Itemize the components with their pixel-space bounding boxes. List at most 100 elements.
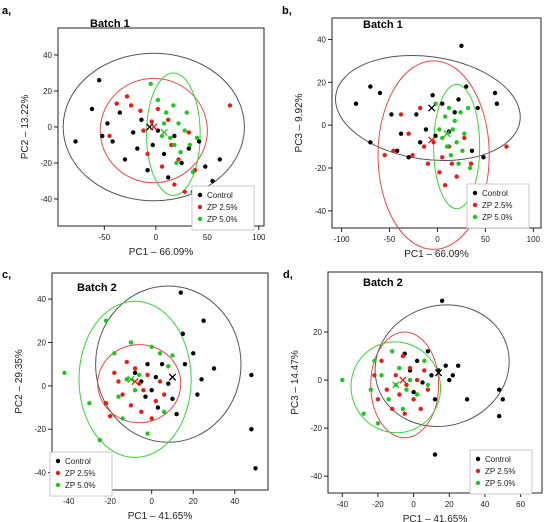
ellipse-zp25 — [370, 331, 440, 439]
point-zp25 — [372, 373, 377, 378]
panel-label: b, — [282, 5, 292, 17]
point-zp50 — [425, 382, 431, 388]
x-tick-label: -20 — [372, 500, 384, 509]
point-zp25 — [128, 403, 134, 408]
point-control — [443, 363, 448, 368]
point-zp25 — [124, 359, 129, 365]
centroid-zp25 — [428, 136, 436, 144]
point-control — [418, 140, 423, 145]
ellipse-control — [374, 304, 510, 428]
point-control — [456, 97, 461, 102]
point-zp50 — [422, 358, 427, 364]
x-tick-label: 60 — [516, 500, 525, 509]
centroid-zp25 — [131, 377, 139, 386]
point-zp25 — [449, 161, 455, 166]
plot-frame — [331, 17, 542, 229]
ellipse-zp25 — [99, 77, 208, 184]
point-zp50 — [368, 387, 373, 392]
point-zp25 — [442, 182, 448, 188]
point-control — [377, 90, 383, 96]
point-control — [155, 405, 161, 410]
legend-label-zp50: ZP 5.0% — [482, 213, 513, 222]
point-control — [414, 358, 420, 364]
point-zp25 — [406, 131, 411, 136]
point-zp25 — [103, 401, 109, 406]
panel-title: Batch 1 — [90, 18, 130, 30]
point-control — [89, 106, 95, 112]
point-control — [159, 361, 165, 367]
x-axis-label: PC1 – 41.65% — [128, 511, 193, 522]
point-control — [394, 148, 400, 154]
point-zp50 — [182, 128, 187, 133]
x-axis-label: PC1 – 41.65% — [403, 514, 468, 522]
y-tick-label: -40 — [314, 207, 326, 216]
legend-label-control: Control — [482, 189, 508, 198]
ellipse-zp25 — [377, 60, 490, 250]
point-control — [180, 331, 186, 336]
point-zp25 — [397, 392, 402, 397]
y-tick-label: 40 — [43, 51, 52, 60]
point-zp50 — [414, 392, 420, 397]
legend-box — [49, 451, 113, 497]
panel-4: d, Batch 2 -40 -20 0 20 40 60 -40 -20 0 20 PC1 – 41.… — [283, 269, 543, 522]
point-control — [122, 157, 128, 162]
panel-label: d, — [283, 269, 293, 281]
point-zp25 — [402, 411, 407, 416]
ellipse-zp50 — [78, 300, 192, 458]
point-zp25 — [124, 94, 130, 99]
point-zp50 — [174, 160, 179, 166]
legend-marker-zp50 — [197, 216, 203, 222]
point-zp50 — [155, 97, 161, 103]
point-zp50 — [187, 142, 193, 148]
y-tick-label: 20 — [37, 338, 46, 347]
point-zp25 — [410, 152, 415, 158]
point-zp50 — [176, 121, 181, 126]
point-control — [145, 361, 150, 367]
point-zp50 — [148, 81, 153, 87]
point-control — [432, 397, 438, 402]
plot-frame — [327, 271, 543, 494]
x-tick-label: 100 — [252, 233, 266, 242]
point-control — [135, 146, 140, 151]
legend-label-zp25: ZP 2.5% — [207, 203, 238, 212]
point-control — [217, 157, 222, 162]
point-zp50 — [400, 406, 406, 412]
point-control — [73, 139, 78, 144]
point-zp50 — [128, 340, 134, 345]
point-control — [166, 381, 171, 386]
point-control — [455, 363, 461, 368]
point-zp50 — [404, 387, 409, 392]
point-control — [406, 155, 411, 160]
point-zp25 — [172, 182, 177, 187]
point-zp50 — [437, 127, 442, 132]
x-axis-label: PC1 – 66.09% — [129, 247, 194, 258]
point-zp50 — [137, 372, 142, 378]
y-tick-label: 0 — [322, 121, 327, 130]
point-control — [203, 164, 208, 169]
legend-marker-zp50 — [475, 480, 481, 486]
legend-label-zp50: ZP 5.0% — [485, 479, 516, 488]
point-control — [368, 84, 373, 89]
y-tick-label: -40 — [40, 195, 52, 204]
x-tick-label: -40 — [336, 500, 348, 509]
point-zp50 — [448, 152, 454, 158]
y-tick-label: -20 — [40, 159, 52, 168]
point-zp50 — [465, 105, 471, 111]
point-control — [494, 101, 500, 106]
point-zp25 — [227, 103, 233, 108]
point-zp50 — [440, 135, 445, 141]
legend-marker-zp25 — [475, 468, 481, 474]
x-tick-label: 0 — [435, 235, 440, 244]
point-control — [139, 117, 144, 123]
point-control — [450, 373, 456, 378]
x-tick-label: 100 — [527, 235, 541, 244]
point-zp50 — [397, 365, 402, 371]
point-zp50 — [184, 110, 189, 115]
panel-1: a, Batch 1 -50 0 50 100 -40 -20 0 20 40 PC1 – 66.09… — [2, 5, 266, 258]
point-control — [253, 466, 258, 471]
point-zp50 — [97, 437, 102, 443]
point-zp25 — [393, 373, 398, 378]
point-control — [447, 377, 452, 383]
point-control — [423, 127, 429, 132]
point-zp25 — [425, 161, 431, 166]
